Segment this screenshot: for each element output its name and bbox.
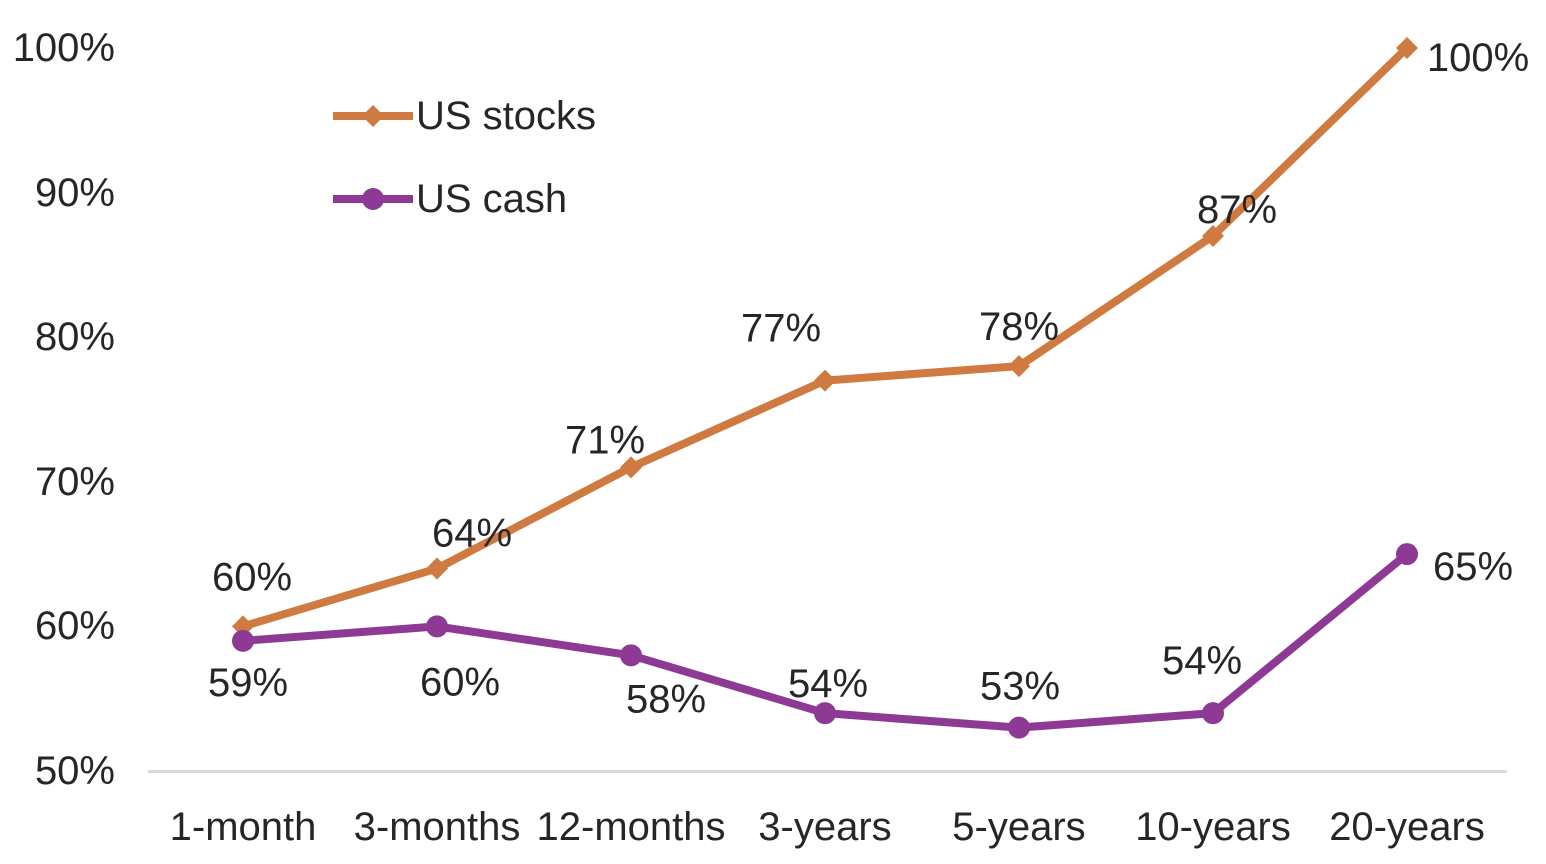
y-axis-tick-label: 60%	[34, 604, 115, 648]
data-label-us-cash-12-months: 58%	[626, 677, 706, 721]
legend: US stocks US cash	[333, 92, 596, 223]
x-axis-tick-label: 1-month	[169, 805, 317, 849]
data-point-us-cash-3-years	[814, 702, 836, 725]
data-point-us-stocks-5-years	[1008, 355, 1030, 378]
data-label-us-cash-5-years: 53%	[980, 665, 1060, 709]
data-point-us-stocks-12-months	[620, 456, 642, 479]
data-point-us-stocks-10-years	[1202, 224, 1224, 247]
data-label-us-stocks-3-years: 77%	[741, 307, 821, 351]
data-label-us-stocks-5-years: 78%	[979, 305, 1059, 349]
x-axis-tick-label: 3-years	[758, 805, 892, 849]
legend-item-us-stocks: US stocks	[333, 92, 596, 140]
data-point-us-cash-10-years	[1202, 702, 1224, 725]
legend-label: US stocks	[416, 93, 597, 138]
y-axis-tick-label: 50%	[34, 749, 115, 793]
data-label-us-stocks-1-month: 60%	[212, 555, 292, 599]
legend-marker-us-stocks	[362, 105, 384, 127]
legend-item-us-cash: US cash	[333, 175, 596, 223]
x-axis-tick-label: 3-months	[353, 805, 521, 849]
data-label-us-cash-3-years: 54%	[788, 662, 868, 706]
data-point-us-cash-3-months	[426, 615, 448, 638]
data-point-us-cash-12-months	[620, 644, 642, 667]
data-point-us-stocks-3-months	[426, 557, 448, 580]
data-point-us-cash-1-month	[232, 629, 254, 652]
y-axis-tick-label: 80%	[34, 315, 115, 359]
data-label-us-cash-3-months: 60%	[420, 660, 500, 704]
data-label-us-stocks-20-years: 100%	[1427, 36, 1529, 80]
data-point-us-cash-20-years	[1396, 543, 1418, 566]
x-axis-tick-label: 5-years	[952, 805, 1086, 849]
x-axis-tick-label: 20-years	[1329, 805, 1485, 849]
x-axis-tick-label: 10-years	[1135, 805, 1291, 849]
data-point-us-stocks-20-years	[1396, 37, 1418, 59]
y-axis-tick-label: 100%	[12, 26, 115, 70]
data-label-us-cash-20-years: 65%	[1433, 545, 1513, 589]
legend-marker-us-cash	[362, 188, 384, 210]
legend-swatch-line-circle-icon	[333, 188, 413, 210]
data-label-us-stocks-12-months: 71%	[565, 418, 645, 462]
legend-swatch-line-diamond-icon	[333, 105, 413, 127]
y-axis-tick-label: 70%	[34, 460, 115, 504]
data-point-us-cash-5-years	[1008, 716, 1030, 739]
data-point-us-stocks-3-years	[814, 369, 836, 392]
x-axis-line	[148, 770, 1507, 773]
data-label-us-stocks-3-months: 64%	[432, 512, 512, 556]
data-label-us-cash-1-month: 59%	[208, 661, 288, 705]
data-label-us-stocks-10-years: 87%	[1197, 188, 1277, 232]
legend-label: US cash	[416, 176, 568, 221]
y-axis-tick-label: 90%	[34, 171, 115, 215]
x-axis-tick-label: 12-months	[536, 805, 726, 849]
data-label-us-cash-10-years: 54%	[1162, 639, 1242, 683]
